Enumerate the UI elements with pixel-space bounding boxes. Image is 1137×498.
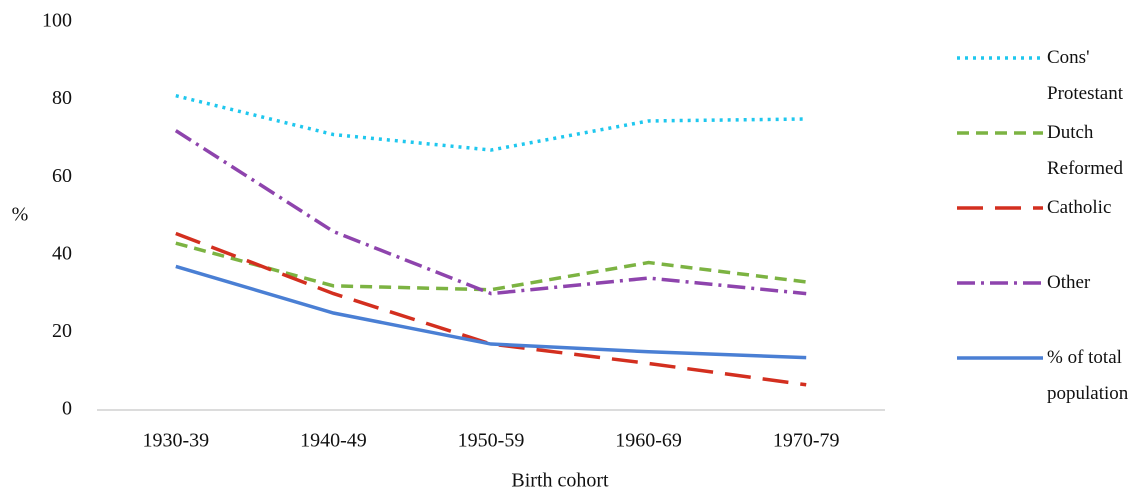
data-line bbox=[174, 129, 807, 296]
y-axis-label: % bbox=[12, 204, 29, 226]
legend-label: Cons' Protestant bbox=[1047, 47, 1123, 104]
y-tick-label: 60 bbox=[52, 165, 72, 187]
data-line bbox=[175, 94, 807, 152]
legend-swatch bbox=[957, 281, 1043, 285]
data-line bbox=[175, 241, 807, 292]
y-tick-label: 80 bbox=[52, 87, 72, 109]
x-tick-label: 1940-49 bbox=[300, 430, 367, 452]
legend-swatch bbox=[957, 356, 1043, 360]
x-tick-label: 1950-59 bbox=[458, 430, 525, 452]
legend-label: % of total population bbox=[1047, 347, 1129, 404]
legend-swatch bbox=[957, 56, 1043, 60]
x-tick-label: 1960-69 bbox=[615, 430, 682, 452]
x-tick-label: 1970-79 bbox=[773, 430, 840, 452]
legend-swatch bbox=[957, 131, 1043, 135]
y-tick-label: 40 bbox=[52, 242, 72, 264]
y-tick-label: 0 bbox=[62, 398, 72, 420]
legend-label: Other bbox=[1047, 272, 1091, 293]
y-tick-label: 20 bbox=[52, 320, 72, 342]
legend-label: Dutch Reformed bbox=[1047, 122, 1123, 179]
legend-label: Catholic bbox=[1047, 197, 1112, 218]
legend-swatch bbox=[957, 206, 1043, 210]
x-axis-label: Birth cohort bbox=[511, 470, 609, 492]
x-tick-label: 1930-39 bbox=[142, 430, 209, 452]
data-line bbox=[175, 231, 807, 387]
data-line bbox=[175, 264, 807, 360]
y-tick-label: 100 bbox=[42, 10, 72, 32]
